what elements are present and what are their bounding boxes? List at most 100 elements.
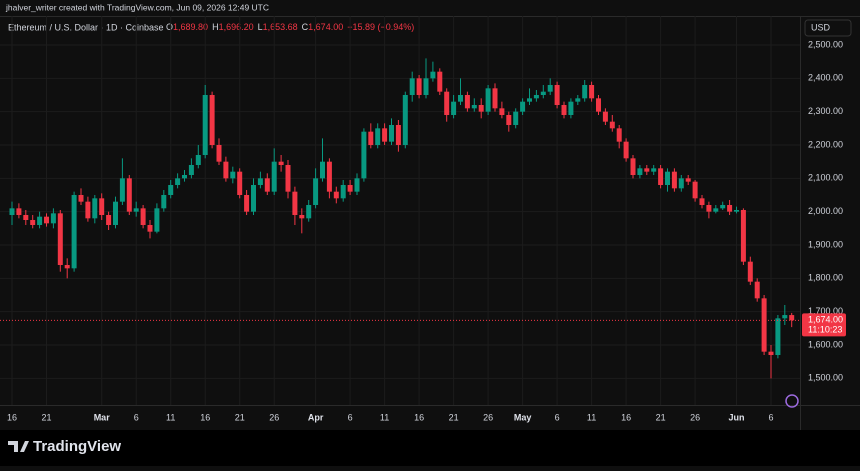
candle-body <box>582 85 588 99</box>
candle-body <box>437 71 443 92</box>
y-tick-label: 2,400.00 <box>808 73 843 83</box>
candle-body <box>533 95 539 99</box>
grid <box>0 16 800 405</box>
candle-body <box>271 161 277 192</box>
x-tick-label: 21 <box>656 412 666 422</box>
candle-body <box>195 155 201 165</box>
candle-body <box>644 168 650 172</box>
candle-body <box>471 105 477 109</box>
candle-body <box>78 195 84 202</box>
candle-body <box>754 281 760 299</box>
credit: jhalver_writer created with TradingView.… <box>5 2 269 12</box>
candle-body <box>30 220 36 225</box>
x-tick-label: 16 <box>200 412 210 422</box>
legend-open-label: O <box>166 22 173 32</box>
price-badge <box>802 313 846 337</box>
candle-body <box>609 121 615 129</box>
candle-body <box>768 351 774 355</box>
candle-body <box>485 88 491 112</box>
axes: 1,500.00 1,600.00 1,700.00 1,800.00 1,900.00… <box>7 39 846 422</box>
x-tick-label: 21 <box>41 412 51 422</box>
candle-body <box>464 95 470 109</box>
currency-box[interactable] <box>804 19 852 37</box>
candle-body <box>244 195 250 212</box>
candle-body <box>161 195 167 209</box>
footer <box>0 430 860 466</box>
candle-body <box>513 111 519 125</box>
y-tick-label: 1,500.00 <box>808 373 843 383</box>
logo <box>8 441 29 452</box>
candle-body <box>671 171 677 189</box>
candle-body <box>637 168 643 175</box>
candle-body <box>175 178 181 185</box>
candle-body <box>575 98 581 102</box>
candle-body <box>492 88 498 109</box>
candle-body <box>561 105 567 115</box>
legend-close-label: C <box>302 22 309 32</box>
candle-body <box>154 208 160 232</box>
candle-body <box>64 265 70 269</box>
candle-body <box>547 85 553 92</box>
legend-change: −15.89 (−0.94%) <box>347 22 414 32</box>
brand: TradingView <box>33 438 121 455</box>
replay-icon[interactable] <box>785 394 799 408</box>
candle-body <box>630 158 636 175</box>
x-tick-label: 26 <box>269 412 279 422</box>
candle-body <box>71 195 77 269</box>
candle-body <box>540 91 546 95</box>
candle-body <box>182 175 187 179</box>
legend-close: 1,674.00 <box>308 22 343 32</box>
candle-body <box>499 108 505 115</box>
candle-body <box>85 201 91 219</box>
candle-body <box>347 185 353 192</box>
candle-body <box>92 198 98 219</box>
candle-body <box>740 210 746 262</box>
x-tick-label: 11 <box>587 412 596 422</box>
candle-body <box>409 78 415 95</box>
x-tick-label: 21 <box>235 412 245 422</box>
candle-body <box>223 161 229 179</box>
candle-body <box>16 208 22 215</box>
x-tick-label: Apr <box>308 412 324 422</box>
candle-body <box>451 101 457 115</box>
candle-body <box>278 161 284 165</box>
last-price-label: 1,674.00 <box>808 315 843 325</box>
candle-body <box>326 161 332 192</box>
candle-body <box>623 141 629 159</box>
legend-ohlc: O1,689.80 H1,696.20 L1,653.68 C1,674.00 −15.… <box>166 22 414 32</box>
candle-body <box>616 128 622 142</box>
candle-body <box>568 101 574 115</box>
y-tick-label: 2,100.00 <box>808 173 843 183</box>
x-tick-label: 11 <box>380 412 389 422</box>
y-tick-label: 1,900.00 <box>808 239 843 249</box>
currency: USD <box>811 22 831 32</box>
candle-body <box>596 98 601 112</box>
candle-body <box>257 178 263 185</box>
candle-body <box>713 208 719 212</box>
x-tick-label: 16 <box>414 412 424 422</box>
candle-body <box>188 165 194 175</box>
legend-symbol: Ethereum / U.S. Dollar · 1D · Coinbase <box>8 22 164 32</box>
candle-body <box>478 105 484 112</box>
candles <box>0 58 800 379</box>
candle-body <box>692 181 698 199</box>
candle-body <box>133 208 139 212</box>
y-tick-label: 1,700.00 <box>808 306 843 316</box>
candle-body <box>292 191 298 215</box>
y-tick-label: 1,800.00 <box>808 273 843 283</box>
x-tick-label: 6 <box>348 412 353 422</box>
candle-body <box>665 171 670 185</box>
legend-low: 1,653.68 <box>263 22 298 32</box>
y-tick-label: 2,000.00 <box>808 206 843 216</box>
candle-body <box>119 178 125 202</box>
candle-body <box>216 145 222 162</box>
x-tick-label: 21 <box>449 412 459 422</box>
candle-body <box>706 205 712 212</box>
candle-body <box>554 85 560 105</box>
candle-body <box>202 95 208 155</box>
candle-body <box>430 71 436 79</box>
x-tick-label: 26 <box>690 412 700 422</box>
candle-body <box>527 98 532 102</box>
x-tick-label: 26 <box>483 412 493 422</box>
